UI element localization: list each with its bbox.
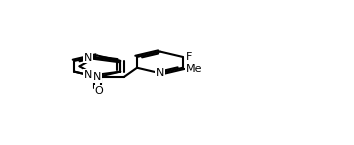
Text: N: N (156, 68, 164, 78)
Text: O: O (95, 86, 103, 96)
Text: N: N (84, 70, 92, 80)
Text: N: N (93, 72, 102, 82)
Text: N: N (84, 53, 92, 63)
Text: Me: Me (186, 64, 203, 74)
Text: F: F (186, 52, 193, 62)
